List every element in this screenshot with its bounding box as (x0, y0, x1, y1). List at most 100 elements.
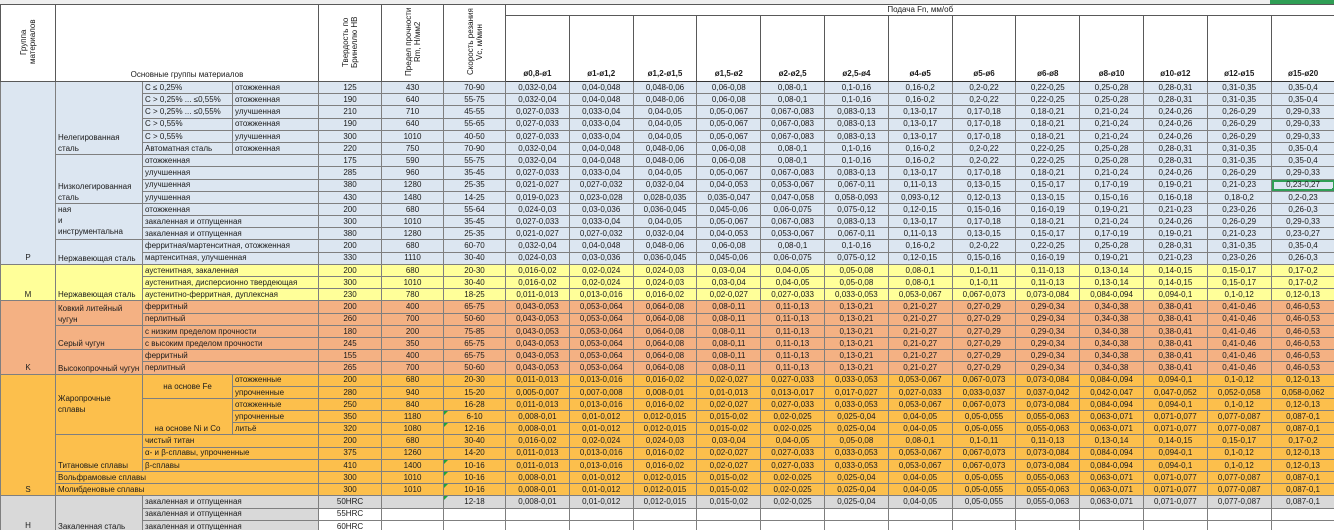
strength-cell[interactable]: 710 (381, 105, 445, 119)
feed-cell[interactable]: 0,043-0,053 (505, 300, 570, 314)
column-header-hardness[interactable]: Твердость по Бринеллю HB (318, 4, 383, 82)
feed-cell[interactable]: 0,01-0,012 (568, 410, 634, 424)
feed-cell[interactable]: 0,04-0,048 (568, 239, 634, 253)
feed-cell[interactable]: 0,012-0,015 (632, 422, 698, 436)
feed-cell[interactable]: 0,032-0,04 (505, 154, 570, 168)
feed-cell[interactable]: 0,04-0,05 (887, 410, 953, 424)
feed-cell[interactable] (1270, 507, 1334, 521)
feed-cell[interactable]: 0,008-0,01 (505, 495, 570, 509)
feed-cell[interactable]: 0,28-0,31 (1142, 154, 1208, 168)
feed-cell[interactable]: 0,032-0,04 (632, 178, 698, 192)
strength-cell[interactable]: 1280 (381, 178, 445, 192)
feed-cell[interactable]: 0,027-0,033 (505, 129, 570, 143)
feed-cell[interactable]: 0,21-0,24 (1079, 129, 1144, 143)
feed-cell[interactable]: 0,035-0,047 (696, 190, 762, 204)
feed-cell[interactable]: 0,15-0,16 (951, 202, 1017, 217)
feed-cell[interactable]: 0,01-0,012 (568, 422, 634, 436)
feed-cell[interactable]: 0,46-0,53 (1270, 324, 1334, 338)
speed-cell[interactable]: 70-90 (443, 80, 507, 95)
hardness-cell[interactable]: 200 (318, 434, 383, 448)
feed-cell[interactable]: 0,047-0,052 (1142, 385, 1208, 399)
feed-cell[interactable]: 0,27-0,29 (951, 349, 1017, 363)
feed-cell[interactable]: 0,033-0,04 (568, 129, 634, 143)
feed-cell[interactable]: 0,036-0,045 (632, 251, 698, 265)
feed-cell[interactable] (760, 507, 825, 521)
feed-cell[interactable]: 0,21-0,24 (1079, 166, 1144, 180)
fill-handle[interactable] (1331, 187, 1334, 191)
speed-cell[interactable] (443, 507, 507, 521)
feed-cell[interactable]: 0,26-0,3 (1270, 251, 1334, 265)
feed-cell[interactable]: 0,05-0,08 (824, 263, 889, 278)
feed-cell[interactable]: 0,11-0,13 (1015, 434, 1081, 448)
diameter-header-7[interactable]: ø4-ø5 (887, 15, 953, 82)
feed-cell[interactable]: 0,1-0,16 (824, 239, 889, 253)
feed-cell[interactable]: 0,073-0,084 (1015, 458, 1081, 473)
feed-cell[interactable]: 0,032-0,04 (505, 80, 570, 95)
feed-cell[interactable]: 0,08-0,1 (887, 275, 953, 290)
feed-cell[interactable]: 0,16-0,2 (887, 239, 953, 253)
feed-cell[interactable]: 0,064-0,08 (632, 300, 698, 314)
material-state-cell[interactable]: перлитный (141, 361, 320, 375)
strength-cell[interactable]: 680 (381, 373, 445, 387)
feed-cell[interactable]: 0,41-0,46 (1206, 324, 1272, 338)
strength-cell[interactable]: 1080 (381, 422, 445, 436)
feed-cell[interactable]: 0,2-0,23 (1270, 190, 1334, 204)
feed-cell[interactable]: 0,094-0,1 (1142, 458, 1208, 473)
material-group-cell[interactable]: Вольфрамовые сплавы (54, 470, 320, 485)
feed-cell[interactable]: 0,26-0,29 (1206, 215, 1272, 229)
feed-cell[interactable]: 0,02-0,027 (696, 446, 762, 460)
feed-cell[interactable]: 0,084-0,094 (1079, 397, 1144, 412)
feed-cell[interactable] (632, 519, 698, 530)
feed-cell[interactable]: 0,067-0,11 (824, 227, 889, 241)
material-state-cell[interactable]: аустенитно-ферритная, дуплексная (141, 288, 320, 302)
material-sub-cell[interactable]: C ≤ 0,25% (142, 80, 233, 95)
feed-cell[interactable]: 0,053-0,067 (887, 373, 953, 387)
feed-cell[interactable]: 0,26-0,29 (1206, 166, 1272, 180)
feed-cell[interactable]: 0,03-0,036 (568, 251, 634, 265)
feed-cell[interactable]: 0,055-0,063 (1015, 470, 1081, 485)
feed-cell[interactable]: 0,021-0,027 (505, 178, 570, 192)
feed-cell[interactable]: 0,094-0,1 (1142, 373, 1208, 387)
feed-cell[interactable]: 0,012-0,015 (632, 410, 698, 424)
speed-cell[interactable]: 10-16 (443, 483, 507, 497)
feed-cell[interactable]: 0,067-0,073 (951, 446, 1017, 460)
speed-cell[interactable]: 35-45 (443, 166, 507, 180)
feed-cell[interactable]: 0,067-0,083 (760, 166, 825, 180)
feed-cell[interactable]: 0,22-0,25 (1015, 141, 1081, 156)
feed-cell[interactable]: 0,27-0,29 (951, 336, 1017, 351)
feed-cell[interactable]: 0,25-0,28 (1079, 239, 1144, 253)
feed-cell[interactable]: 0,033-0,04 (568, 215, 634, 229)
feed-cell[interactable]: 0,027-0,033 (760, 373, 825, 387)
feed-cell[interactable]: 0,41-0,46 (1206, 349, 1272, 363)
feed-cell[interactable]: 0,033-0,04 (568, 166, 634, 180)
feed-cell[interactable]: 0,024-0,03 (632, 275, 698, 290)
feed-cell[interactable]: 0,2-0,22 (951, 141, 1017, 156)
hardness-cell[interactable]: 190 (318, 117, 383, 131)
feed-cell[interactable]: 0,053-0,064 (568, 361, 634, 375)
feed-cell[interactable]: 0,46-0,53 (1270, 361, 1334, 375)
feed-cell[interactable]: 0,16-0,19 (1015, 202, 1081, 217)
feed-cell[interactable]: 0,04-0,053 (696, 227, 762, 241)
hardness-cell[interactable]: 200 (318, 239, 383, 253)
feed-cell[interactable]: 0,13-0,14 (1079, 263, 1144, 278)
feed-cell[interactable]: 0,13-0,17 (887, 129, 953, 143)
feed-cell[interactable]: 0,02-0,024 (568, 275, 634, 290)
feed-cell[interactable]: 0,02-0,027 (696, 458, 762, 473)
feed-cell[interactable]: 0,03-0,04 (696, 263, 762, 278)
feed-cell[interactable]: 0,024-0,03 (505, 202, 570, 217)
feed-cell[interactable]: 0,053-0,064 (568, 312, 634, 326)
feed-cell[interactable]: 0,027-0,033 (505, 117, 570, 131)
strength-cell[interactable]: 700 (381, 361, 445, 375)
speed-cell[interactable]: 12-16 (443, 422, 507, 436)
hardness-cell[interactable]: 430 (318, 190, 383, 204)
hardness-cell[interactable]: 200 (318, 202, 383, 217)
feed-cell[interactable]: 0,08-0,1 (760, 80, 825, 95)
hardness-cell[interactable]: 190 (318, 93, 383, 107)
selected-feed-cell[interactable]: 0,23-0,27 (1270, 178, 1334, 192)
strength-cell[interactable]: 400 (381, 349, 445, 363)
feed-cell[interactable]: 0,11-0,13 (760, 324, 825, 338)
material-state-cell[interactable]: закаленная и отпущенная (141, 227, 320, 241)
feed-cell[interactable]: 0,077-0,087 (1206, 495, 1272, 509)
strength-cell[interactable]: 1480 (381, 190, 445, 204)
feed-cell[interactable]: 0,047-0,058 (760, 190, 825, 204)
